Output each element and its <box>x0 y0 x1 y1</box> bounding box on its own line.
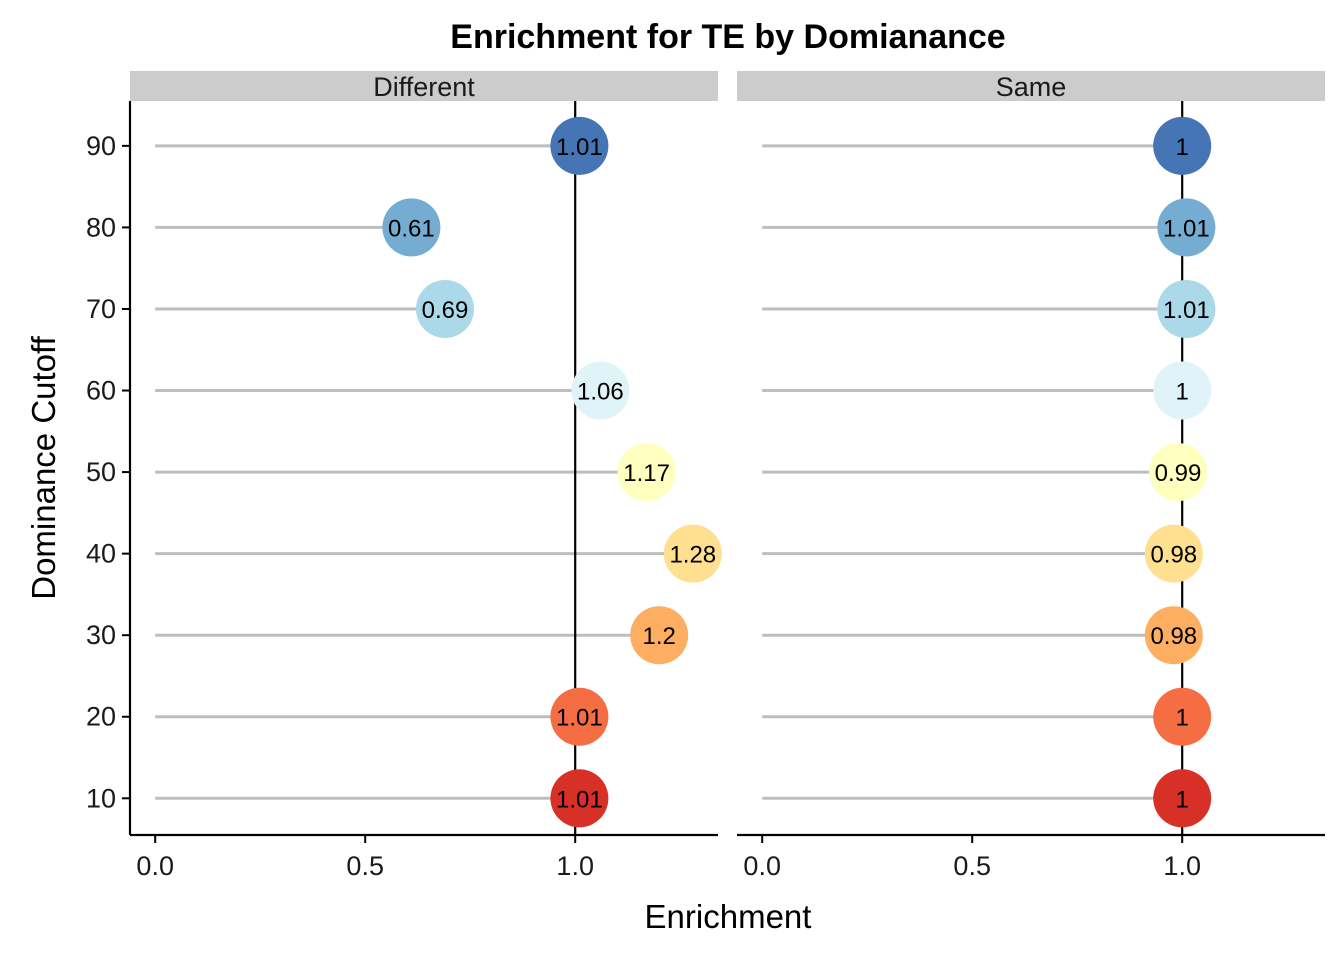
y-tick-label: 10 <box>86 783 116 813</box>
y-tick-label: 90 <box>86 131 116 161</box>
y-tick-label: 40 <box>86 539 116 569</box>
x-tick-label: 0.5 <box>953 851 991 881</box>
point-20 <box>550 687 609 746</box>
y-tick-label: 20 <box>86 702 116 732</box>
point-label-40: 1.28 <box>669 542 716 569</box>
x-tick-label: 0.5 <box>346 851 384 881</box>
y-tick-label: 80 <box>86 212 116 242</box>
point-50 <box>1149 443 1207 502</box>
point-label-30: 0.98 <box>1150 623 1197 650</box>
y-tick-label: 60 <box>86 376 116 406</box>
point-label-90: 1.01 <box>556 134 603 161</box>
point-50 <box>617 443 676 502</box>
point-label-50: 1.17 <box>623 460 670 487</box>
strip-background <box>737 71 1325 101</box>
x-tick-label: 1.0 <box>556 851 594 881</box>
point-70 <box>416 279 474 338</box>
y-tick-label: 70 <box>86 294 116 324</box>
x-tick-label: 1.0 <box>1163 851 1201 881</box>
point-10 <box>1153 769 1212 828</box>
point-30 <box>1144 606 1203 665</box>
chart-title: Enrichment for TE by Domianance <box>450 18 1005 56</box>
point-10 <box>550 769 609 828</box>
point-30 <box>630 606 689 665</box>
point-label-70: 1.01 <box>1163 297 1210 324</box>
y-axis-title: Dominance Cutoff <box>25 335 62 599</box>
panel-different: Different 10 20 30 40 50 60 70 80 90 0.0 0.5 1.0 1.01… <box>86 71 722 881</box>
strip-background <box>130 71 718 101</box>
point-label-20: 1.01 <box>556 705 603 732</box>
point-label-30: 1.2 <box>643 623 676 650</box>
point-label-10: 1 <box>1176 786 1189 813</box>
point-label-70: 0.69 <box>422 297 469 324</box>
point-60 <box>1153 361 1212 420</box>
point-20 <box>1153 687 1212 746</box>
point-label-50: 0.99 <box>1155 460 1202 487</box>
point-60 <box>571 361 630 420</box>
point-90 <box>1153 116 1212 175</box>
point-label-80: 1.01 <box>1163 215 1210 242</box>
point-label-90: 1 <box>1176 134 1189 161</box>
point-90 <box>550 116 609 175</box>
point-label-40: 0.98 <box>1150 542 1197 569</box>
point-80 <box>382 198 441 257</box>
point-label-80: 0.61 <box>388 215 435 242</box>
x-axis-title: Enrichment <box>645 898 812 935</box>
y-tick-label: 50 <box>86 457 116 487</box>
point-80 <box>1157 198 1216 257</box>
x-tick-label: 0.0 <box>743 851 781 881</box>
point-label-20: 1 <box>1176 705 1189 732</box>
point-label-60: 1 <box>1176 379 1189 406</box>
point-label-60: 1.06 <box>577 379 624 406</box>
y-tick-label: 30 <box>86 620 116 650</box>
point-40 <box>1144 524 1203 583</box>
point-40 <box>663 524 722 583</box>
point-label-10: 1.01 <box>556 786 603 813</box>
strip-label: Same <box>996 72 1067 102</box>
x-tick-label: 0.0 <box>136 851 174 881</box>
point-70 <box>1157 279 1216 338</box>
strip-label: Different <box>373 72 475 102</box>
